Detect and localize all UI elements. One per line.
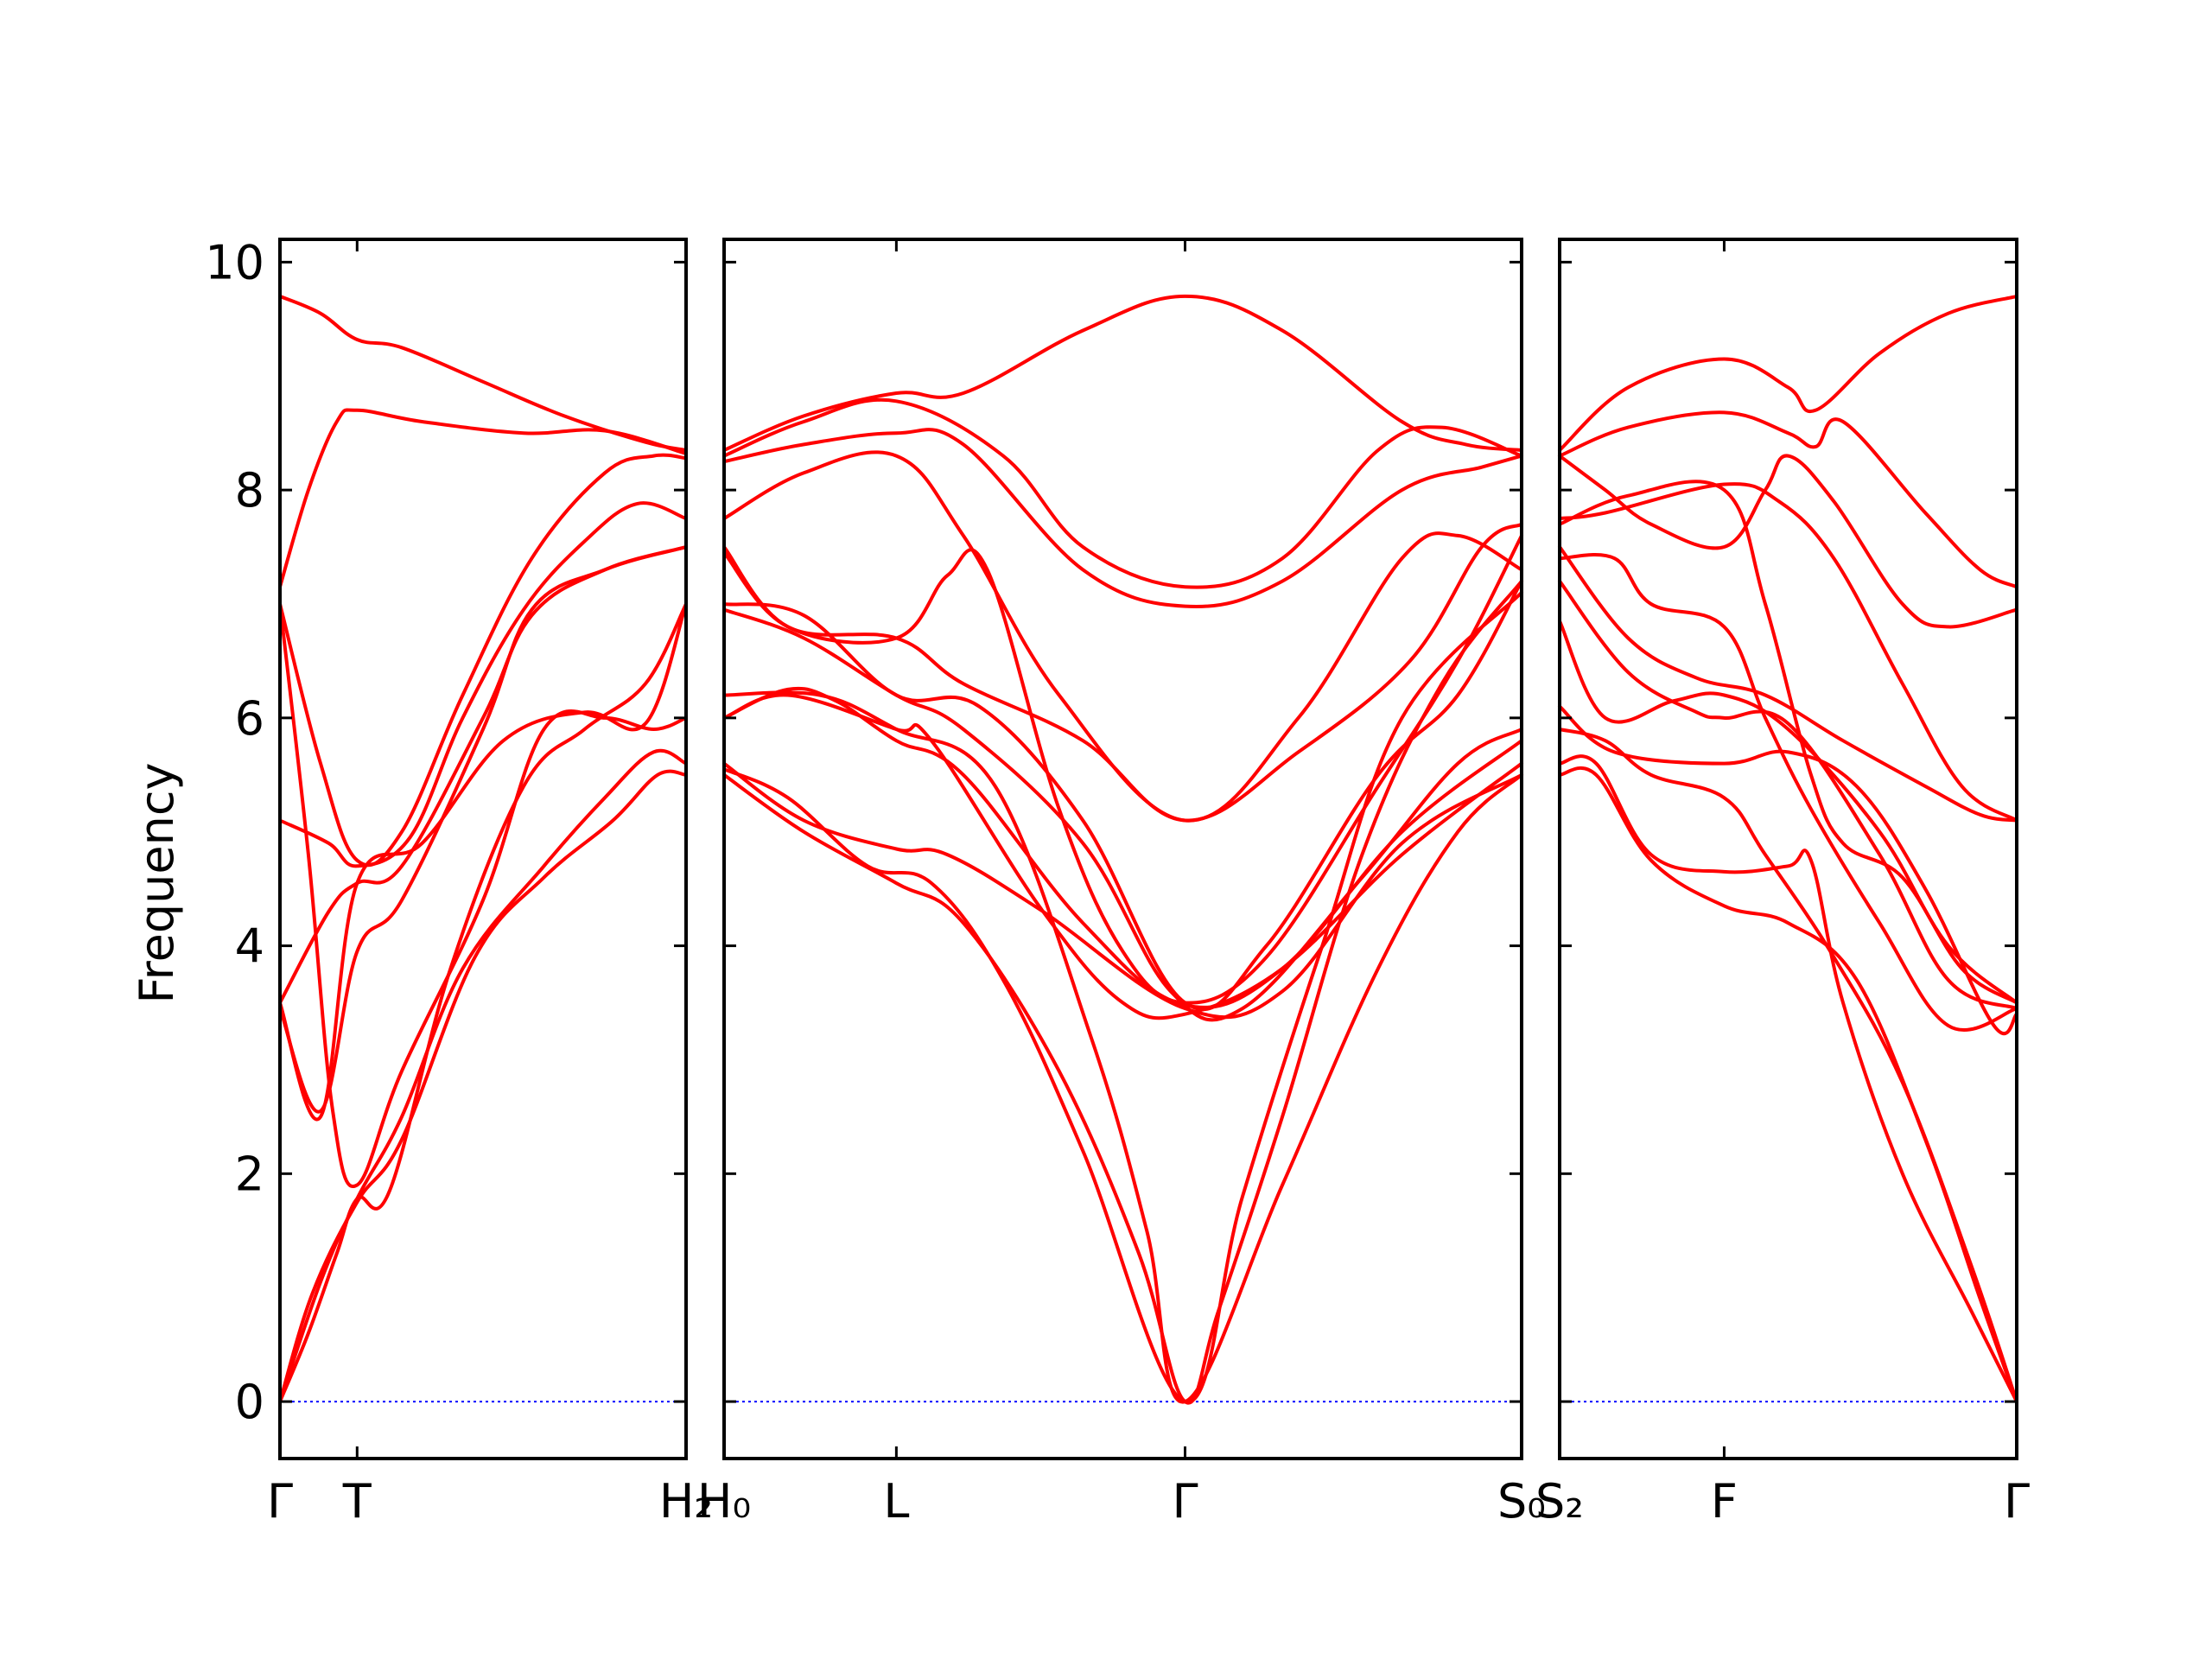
panel-frame [722, 238, 1523, 1460]
band-line-1 [1558, 294, 2018, 452]
band-line-4 [1558, 482, 2018, 823]
band-line-5 [722, 522, 1523, 823]
band-line-8 [722, 607, 1523, 1022]
band-line-13 [1558, 766, 2018, 1404]
x-tick-label: Γ [2004, 1474, 2030, 1529]
y-tick-label: 10 [205, 235, 264, 289]
band-line-2 [278, 408, 688, 589]
band-line-13 [722, 590, 1523, 1404]
band-line-3 [1558, 454, 2018, 629]
band-line-1 [278, 294, 688, 452]
panel-3: S₂ F Γ [1535, 238, 2030, 1529]
band-line-12 [722, 579, 1523, 1405]
x-tick-label: S₀ [1497, 1474, 1546, 1529]
band-line-7 [278, 602, 688, 1188]
x-tick-label: H₂ [659, 1474, 713, 1529]
x-tick-label: Γ [1172, 1474, 1198, 1529]
band-line-9 [278, 602, 688, 1404]
band-line-11 [722, 761, 1523, 1020]
panel-2: H₀ L Γ S₀ [697, 238, 1546, 1529]
band-line-6 [1558, 552, 2018, 1033]
band-line-11 [1558, 728, 2018, 1404]
band-line-11 [278, 769, 688, 1404]
band-line-2 [722, 397, 1523, 589]
y-tick-label: 4 [235, 919, 264, 974]
x-tick-label: L [883, 1474, 909, 1529]
band-line-4 [278, 501, 688, 868]
x-tick-label: S₂ [1535, 1474, 1584, 1529]
x-tick-label: F [1711, 1474, 1738, 1529]
band-line-10 [1558, 704, 2018, 1036]
band-line-1 [722, 294, 1523, 452]
y-tick-label: 0 [235, 1375, 264, 1429]
y-tick-label: 6 [235, 691, 264, 746]
band-line-3 [722, 428, 1523, 609]
band-line-3 [278, 453, 688, 868]
band-line-14 [722, 690, 1523, 1404]
panel-frame [1558, 238, 2018, 1460]
band-line-8 [1558, 579, 2018, 1011]
band-line-2 [1558, 410, 2018, 589]
x-tick-label: H₀ [697, 1474, 751, 1529]
x-tick-label: T [342, 1474, 372, 1529]
y-tick-label: 8 [235, 463, 264, 518]
panel-frame [278, 238, 688, 1460]
panel-1: 0 2 4 6 8 10 Γ T H₂ [205, 235, 713, 1529]
band-line-8 [278, 602, 688, 1122]
band-line-10 [278, 748, 688, 1404]
band-line-12 [1558, 754, 2018, 1404]
band-line-6 [722, 533, 1523, 1005]
band-line-7 [1558, 545, 2018, 823]
y-axis-label: Frequency [130, 763, 184, 1004]
band-line-7 [722, 579, 1523, 1012]
band-line-9 [1558, 619, 2018, 1005]
y-tick-label: 2 [235, 1147, 264, 1201]
x-tick-label: Γ [267, 1474, 293, 1529]
